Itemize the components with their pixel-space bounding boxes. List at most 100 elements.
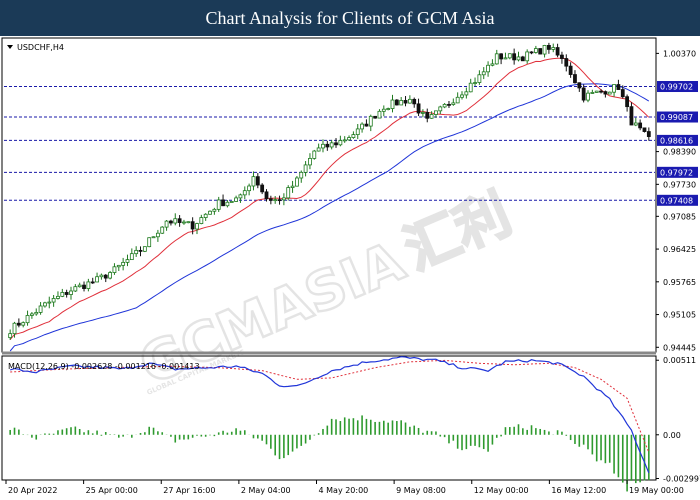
candle bbox=[82, 281, 86, 292]
candle bbox=[525, 49, 530, 64]
macd-indicator: 0.00511 0.00 -0.002997 bbox=[9, 356, 700, 492]
candle bbox=[247, 183, 252, 196]
candle bbox=[360, 122, 364, 133]
candle bbox=[599, 89, 603, 94]
candle bbox=[16, 318, 21, 328]
candle bbox=[208, 210, 212, 215]
candle bbox=[203, 213, 208, 221]
candle bbox=[581, 84, 586, 103]
candle bbox=[390, 94, 395, 113]
candle bbox=[434, 110, 438, 118]
candle bbox=[481, 67, 486, 80]
candle bbox=[355, 124, 360, 140]
level-labels: 0.99702 0.99087 0.98616 0.97972 0.97408 bbox=[657, 81, 698, 206]
candle bbox=[512, 48, 517, 65]
candle bbox=[425, 108, 430, 123]
candle bbox=[99, 273, 104, 280]
candle bbox=[551, 43, 556, 53]
candle bbox=[412, 97, 417, 108]
candle bbox=[642, 127, 647, 133]
macd-tick-label: 0.00 bbox=[663, 431, 681, 440]
candle bbox=[69, 286, 73, 300]
candle bbox=[34, 308, 39, 316]
candle bbox=[342, 136, 347, 143]
candle bbox=[477, 70, 482, 85]
candle bbox=[129, 248, 134, 261]
price-tick-label: 0.97085 bbox=[663, 212, 696, 221]
macd-tick-label: -0.002997 bbox=[663, 474, 700, 483]
candle bbox=[199, 214, 204, 225]
candle bbox=[377, 109, 382, 119]
candle bbox=[138, 246, 143, 257]
candle bbox=[177, 215, 182, 227]
candle bbox=[394, 99, 399, 106]
candle bbox=[321, 139, 325, 153]
candle bbox=[108, 270, 112, 280]
symbol-dropdown-icon[interactable] bbox=[7, 45, 13, 49]
candle bbox=[625, 94, 630, 112]
candle bbox=[438, 105, 443, 115]
candle bbox=[286, 185, 291, 201]
candle bbox=[494, 49, 499, 65]
time-tick-label: 19 May 00:00 bbox=[629, 486, 684, 495]
candle bbox=[403, 96, 408, 107]
svg-text:0.99702: 0.99702 bbox=[660, 83, 693, 92]
candle bbox=[73, 284, 78, 293]
ma-slow-line bbox=[9, 83, 650, 352]
svg-text:0.97408: 0.97408 bbox=[660, 196, 693, 205]
candle bbox=[473, 77, 477, 86]
level-label-2: 0.98616 bbox=[657, 134, 698, 146]
price-chart[interactable]: GCMASIA 汇利 GLOBAL CAPITAL MARKETS 1.0037… bbox=[0, 36, 700, 500]
candle bbox=[607, 91, 612, 95]
price-tick-label: 0.96425 bbox=[663, 245, 696, 254]
candle bbox=[533, 45, 538, 54]
candle bbox=[273, 195, 278, 204]
candle bbox=[77, 282, 82, 288]
time-tick-label: 20 Apr 2022 bbox=[8, 486, 57, 495]
candle bbox=[421, 109, 425, 118]
candle bbox=[225, 200, 230, 208]
candle bbox=[612, 84, 616, 97]
candle bbox=[182, 219, 186, 225]
candle bbox=[564, 54, 569, 72]
candle bbox=[160, 226, 165, 234]
candle bbox=[460, 91, 464, 100]
candle bbox=[103, 274, 108, 283]
candle bbox=[464, 87, 469, 99]
time-tick-label: 16 May 12:00 bbox=[551, 486, 606, 495]
candle bbox=[325, 140, 330, 151]
candle bbox=[555, 43, 560, 58]
candle bbox=[86, 278, 91, 292]
candle bbox=[486, 61, 490, 77]
candle bbox=[242, 186, 247, 200]
svg-text:0.99087: 0.99087 bbox=[660, 113, 693, 122]
candle bbox=[560, 51, 564, 64]
candle bbox=[603, 90, 608, 98]
candle bbox=[386, 107, 391, 111]
candle bbox=[503, 52, 508, 60]
candle bbox=[281, 193, 286, 206]
candle bbox=[195, 222, 199, 235]
time-tick-label: 12 May 00:00 bbox=[474, 486, 529, 495]
candle bbox=[29, 311, 34, 319]
price-tick-label: 1.00370 bbox=[663, 49, 696, 58]
candle bbox=[255, 173, 260, 189]
candle bbox=[586, 90, 590, 103]
level-label-3: 0.97972 bbox=[657, 166, 698, 178]
candle bbox=[221, 194, 225, 207]
candle bbox=[147, 237, 152, 248]
candle bbox=[56, 291, 60, 300]
candle bbox=[60, 288, 65, 298]
candle bbox=[190, 217, 195, 235]
level-label-1: 0.99087 bbox=[657, 111, 698, 123]
candle bbox=[468, 78, 473, 93]
candle bbox=[173, 213, 178, 226]
candle bbox=[186, 221, 191, 224]
candlesticks bbox=[8, 42, 651, 340]
chart-background bbox=[0, 36, 700, 500]
candle bbox=[516, 51, 521, 62]
symbol-text: USDCHF,H4 bbox=[17, 43, 64, 52]
macd-signal-line bbox=[10, 359, 650, 453]
candle bbox=[134, 246, 139, 257]
horizontal-levels bbox=[4, 86, 655, 201]
